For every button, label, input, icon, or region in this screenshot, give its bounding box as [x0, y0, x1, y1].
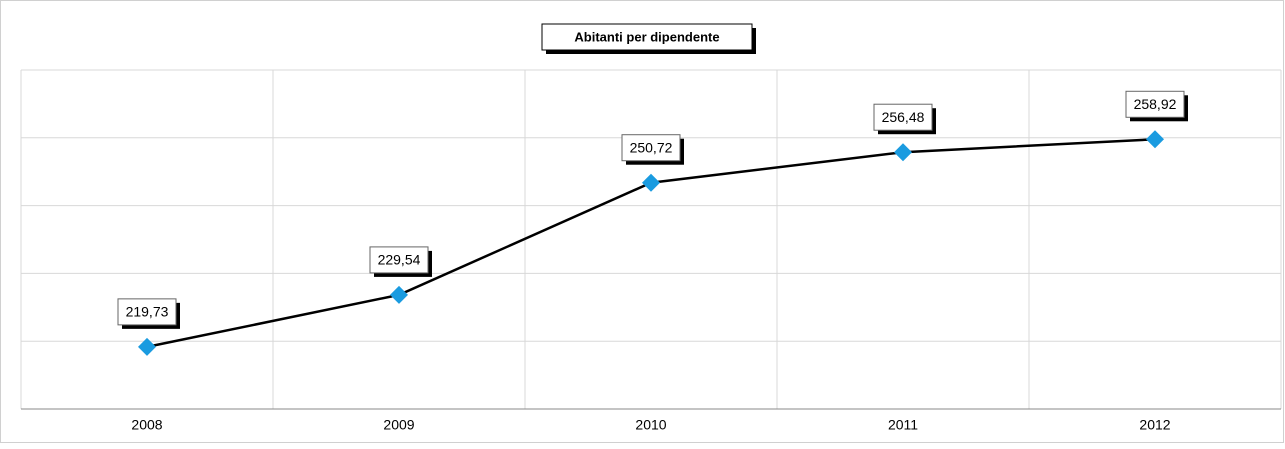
label-box — [621, 134, 681, 162]
x-tick-label: 2011 — [888, 417, 918, 433]
label-box — [873, 103, 933, 131]
x-tick-label: 2009 — [383, 417, 414, 433]
data-point — [894, 143, 912, 162]
x-tick-label: 2010 — [635, 417, 666, 433]
data-label: 229,54 — [378, 252, 421, 268]
chart-title: Abitanti per dipendente — [574, 29, 719, 44]
data-label: 256,48 — [882, 109, 925, 125]
label-box — [1125, 90, 1185, 118]
x-tick-label: 2012 — [1139, 417, 1170, 433]
x-tick-label: 2008 — [131, 417, 162, 433]
data-point — [642, 173, 660, 192]
data-label: 219,73 — [126, 304, 169, 320]
title-box — [541, 23, 753, 51]
label-box — [369, 246, 429, 274]
data-label: 250,72 — [630, 139, 673, 155]
data-label: 258,92 — [1134, 96, 1177, 112]
data-point — [1146, 130, 1164, 149]
data-point — [138, 337, 156, 356]
label-box — [117, 298, 177, 326]
data-point — [390, 285, 408, 304]
